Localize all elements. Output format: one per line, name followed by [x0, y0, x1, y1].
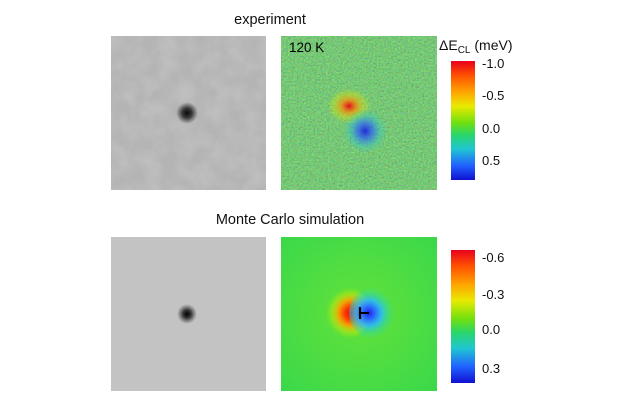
colorbar-tick: 0.3	[482, 361, 501, 376]
colorbar-tick: 0.5	[482, 153, 501, 168]
colorbar-tick: -1.0	[482, 56, 505, 71]
colorbar-tick: 0.0	[482, 322, 501, 337]
colorbar-tick: -0.3	[482, 287, 505, 302]
simulation-title: Monte Carlo simulation	[215, 212, 365, 228]
simulation-colorbar	[451, 250, 475, 383]
temperature-label: 120 K	[289, 40, 325, 55]
dislocation-symbol	[358, 307, 369, 319]
simulation-grayscale-image	[111, 237, 266, 391]
experiment-energy-shift-map	[281, 36, 437, 190]
colorbar-tick: -0.5	[482, 88, 505, 103]
experiment-colorbar	[451, 61, 475, 180]
colorbar-tick: 0.0	[482, 121, 501, 136]
simulation-energy-shift-map	[281, 237, 437, 391]
experiment-title: experiment	[234, 12, 306, 28]
colorbar-tick: -0.6	[482, 250, 505, 265]
experiment-grayscale-image	[111, 36, 266, 190]
colorbar-title: ΔECL (meV)	[439, 37, 513, 56]
